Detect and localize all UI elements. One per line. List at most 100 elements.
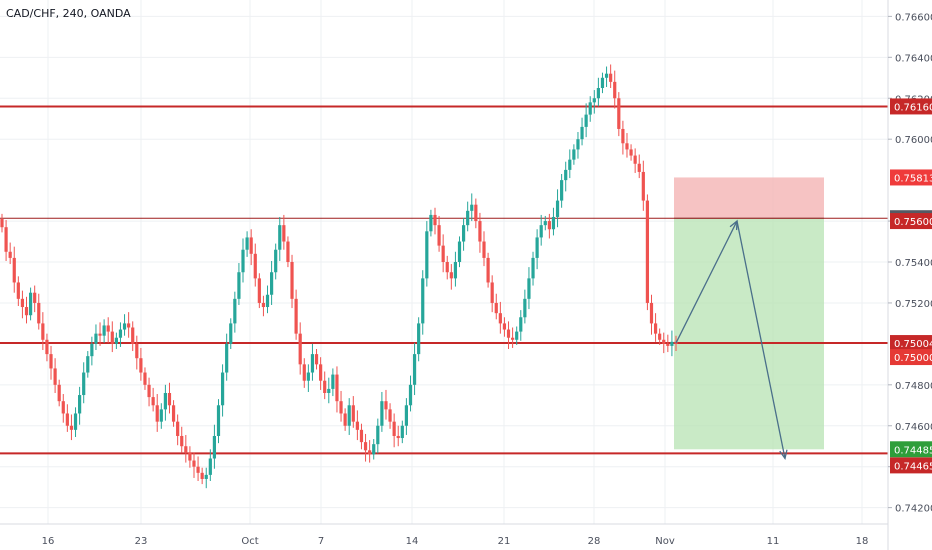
candle-body (474, 204, 478, 222)
candle-body (155, 405, 159, 422)
candle-body (65, 413, 69, 426)
x-tick-label: 14 (406, 536, 419, 547)
candle-body (658, 333, 662, 340)
candle-body (417, 323, 421, 355)
candle-body (253, 253, 257, 279)
candle-body (290, 262, 294, 299)
candle-body (527, 278, 531, 299)
candle-body (384, 401, 388, 410)
projection-arrow-line[interactable] (736, 220, 786, 459)
candle-body (61, 401, 65, 414)
candle-body (216, 405, 221, 436)
candle-body (167, 393, 172, 406)
take-profit-zone[interactable] (674, 218, 824, 450)
candle-body (576, 139, 580, 150)
candle-body (188, 452, 192, 461)
candle-body (466, 210, 470, 226)
candle-body (212, 435, 217, 459)
candle-body (319, 364, 323, 381)
candle-body (143, 372, 147, 385)
candle-body (33, 292, 37, 303)
candle-body (314, 354, 319, 365)
x-tick-label: 28 (588, 536, 601, 547)
candle-body (368, 450, 372, 455)
candle-body (347, 405, 351, 426)
candle-body (118, 329, 123, 338)
candle-body (200, 472, 204, 479)
position-tool[interactable] (674, 177, 824, 450)
candle-body (588, 102, 592, 115)
badge-level-0.76160-label: 0.76160 (894, 102, 932, 113)
candle-body (16, 282, 20, 299)
candle-body (649, 302, 654, 324)
candle-body (600, 77, 605, 89)
candle-body (637, 163, 641, 172)
candle-body (176, 421, 180, 436)
projection-arrow-line[interactable] (675, 220, 738, 344)
candle-body (192, 460, 196, 467)
candle-body (351, 405, 355, 422)
candle-body (441, 245, 445, 262)
candle-body (666, 343, 670, 346)
candle-body (511, 337, 515, 340)
price-axis[interactable]: 0.742000.744000.746000.748000.752000.754… (888, 12, 932, 515)
x-tick-label: 16 (42, 536, 55, 547)
projection-arrowhead (779, 449, 788, 461)
candle-body (498, 313, 502, 324)
candle-body (339, 401, 343, 414)
x-tick-label: 21 (498, 536, 511, 547)
candle-body (543, 221, 547, 226)
candle-body (670, 341, 674, 346)
candle-body (449, 272, 453, 279)
candle-body (310, 354, 315, 373)
badge-current-price (890, 349, 932, 366)
candle-body (580, 126, 584, 140)
badge-level-0.74465 (890, 457, 932, 474)
badge-level-0.75600 (890, 213, 932, 230)
candle-body (502, 323, 507, 330)
candle-body (539, 225, 543, 238)
candle-body (376, 425, 380, 445)
candle-body (180, 435, 184, 447)
candle-body (429, 214, 433, 232)
candle-body (617, 98, 621, 129)
candle-body (233, 298, 237, 324)
candle-body (621, 128, 625, 144)
candle-body (592, 98, 596, 103)
x-tick-label: 18 (856, 536, 869, 547)
candle-body (196, 466, 200, 473)
candle-body (596, 88, 600, 99)
badge-level-0.75004-label: 0.75004 (894, 339, 932, 350)
candle-body (24, 307, 29, 316)
candle-body (535, 237, 539, 258)
x-tick-label: 7 (318, 536, 324, 547)
candle-body (0, 219, 4, 228)
candle-body (147, 384, 151, 398)
stop-loss-zone[interactable] (674, 177, 824, 219)
candle-body (584, 114, 588, 127)
candle-body (171, 405, 176, 422)
candle-body (331, 374, 335, 389)
candle-body (560, 180, 564, 201)
chart-title: CAD/CHF, 240, OANDA (6, 7, 131, 20)
candle-body (135, 343, 139, 359)
projection-arrows[interactable] (675, 219, 788, 461)
candle-body (49, 354, 53, 369)
horizontal-levels[interactable] (0, 105, 888, 455)
candle-body (261, 302, 266, 308)
candle-body (286, 241, 290, 262)
candle-body (564, 169, 568, 181)
x-tick-label: Nov (655, 536, 675, 547)
candle-body (122, 323, 127, 330)
candle-body (392, 421, 396, 436)
candle-body (20, 298, 25, 308)
candle-body (270, 272, 274, 295)
candle-body (127, 323, 131, 328)
candle-body (306, 372, 310, 381)
time-axis[interactable]: 16 23 Oct 7 14 21 28 Nov 11 18 (42, 536, 869, 547)
